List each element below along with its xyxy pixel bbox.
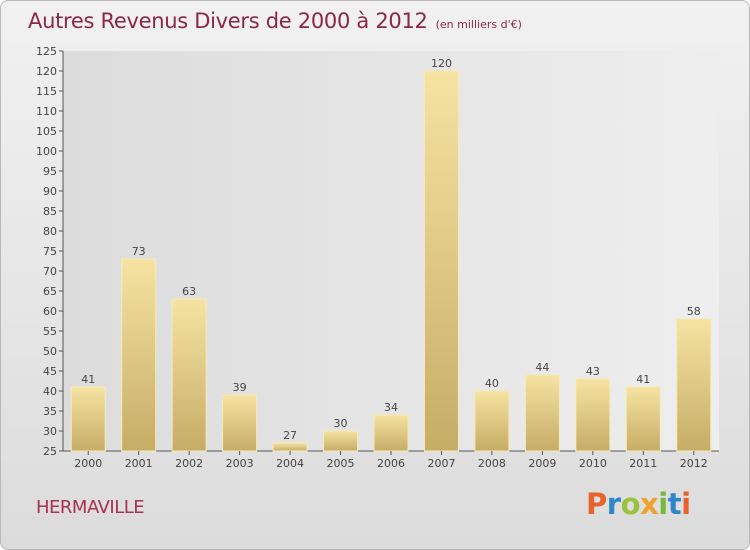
y-tick-label: 35 [43, 405, 57, 418]
bar [676, 318, 712, 452]
y-tick-label: 55 [43, 325, 57, 338]
bar-value-label: 73 [132, 245, 146, 258]
bar-value-label: 120 [431, 57, 452, 70]
y-tick-label: 25 [43, 445, 57, 458]
bar [474, 390, 510, 452]
x-tick-label: 2007 [427, 457, 455, 470]
bar-value-label: 63 [182, 285, 196, 298]
x-tick-label: 2002 [175, 457, 203, 470]
y-tick-label: 40 [43, 385, 57, 398]
chart-title-text: Autres Revenus Divers de 2000 à 2012 [28, 9, 428, 33]
bar-value-label: 30 [334, 417, 348, 430]
y-tick-label: 110 [36, 105, 57, 118]
y-tick-label: 100 [36, 145, 57, 158]
x-tick-label: 2009 [528, 457, 556, 470]
bar [524, 374, 560, 452]
bar [171, 298, 207, 452]
y-tick-label: 75 [43, 245, 57, 258]
x-tick-label: 2010 [579, 457, 607, 470]
y-tick-label: 125 [36, 45, 57, 58]
logo-letter: x [640, 487, 659, 521]
y-tick-label: 50 [43, 345, 57, 358]
x-tick-label: 2008 [478, 457, 506, 470]
bar [70, 386, 106, 452]
y-tick-label: 95 [43, 165, 57, 178]
y-tick-label: 70 [43, 265, 57, 278]
bar-value-label: 40 [485, 377, 499, 390]
y-tick-label: 80 [43, 225, 57, 238]
y-tick-label: 30 [43, 425, 57, 438]
bar-value-label: 43 [586, 365, 600, 378]
bar-value-label: 44 [535, 361, 549, 374]
logo-letter: P [586, 487, 607, 521]
x-tick-label: 2005 [327, 457, 355, 470]
bar-value-label: 27 [283, 429, 297, 442]
bar [373, 414, 409, 452]
y-tick-label: 65 [43, 285, 57, 298]
logo-letter: i [681, 487, 691, 521]
logo-letter: t [667, 487, 682, 521]
y-tick-label: 105 [36, 125, 57, 138]
y-tick-label: 45 [43, 365, 57, 378]
x-tick-label: 2012 [680, 457, 708, 470]
x-tick-label: 2001 [125, 457, 153, 470]
bar [423, 70, 459, 452]
x-tick-label: 2004 [276, 457, 304, 470]
bar [575, 378, 611, 452]
bar-value-label: 39 [233, 381, 247, 394]
bar-value-label: 41 [81, 373, 95, 386]
bar [121, 258, 157, 452]
logo-letter: r [606, 487, 621, 521]
plot-area [63, 51, 719, 451]
y-tick-label: 90 [43, 185, 57, 198]
commune-name: HERMAVILLE [36, 497, 145, 518]
chart-title: Autres Revenus Divers de 2000 à 2012 (en … [28, 9, 522, 33]
y-tick-label: 120 [36, 65, 57, 78]
logo-letter: i [658, 487, 668, 521]
y-tick-label: 115 [36, 85, 57, 98]
bar-value-label: 34 [384, 401, 398, 414]
bar [323, 430, 359, 452]
y-tick-label: 85 [43, 205, 57, 218]
x-tick-label: 2000 [74, 457, 102, 470]
x-tick-label: 2003 [226, 457, 254, 470]
bar-value-label: 41 [636, 373, 650, 386]
bar [222, 394, 258, 452]
bar [625, 386, 661, 452]
proxiti-logo: Proxiti [586, 487, 691, 521]
bar [272, 442, 308, 452]
x-tick-label: 2011 [629, 457, 657, 470]
chart-unit-text: (en milliers d'€) [435, 18, 522, 31]
logo-letter: o [620, 487, 641, 521]
x-tick-label: 2006 [377, 457, 405, 470]
bar-value-label: 58 [687, 305, 701, 318]
y-tick-label: 60 [43, 305, 57, 318]
